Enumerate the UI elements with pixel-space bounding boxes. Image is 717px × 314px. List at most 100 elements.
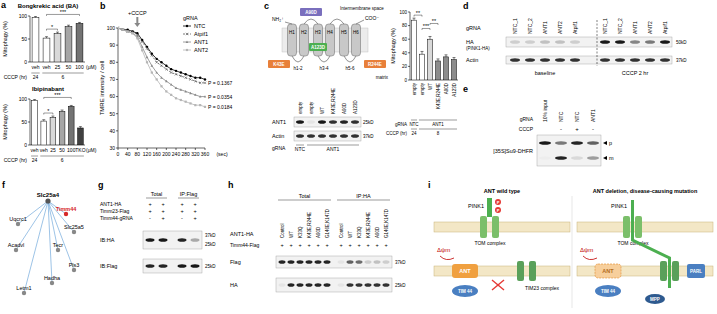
- error-line: [454, 58, 455, 60]
- blot-frame: [506, 37, 672, 47]
- tim44: [595, 285, 621, 297]
- c-term-label: COO⁻: [365, 15, 379, 21]
- point: [122, 28, 125, 30]
- sig-bracket: [43, 97, 44, 99]
- tim23-subunit: [672, 261, 679, 281]
- scheme-title: ANT deletion, disease-causing mutation: [593, 188, 698, 194]
- y-tick: [116, 62, 118, 63]
- ant-label: ANT: [602, 268, 614, 274]
- blot-frame: [276, 256, 392, 268]
- tim23-label: TIM23 complex: [525, 285, 560, 291]
- tom-label: TOM complex: [474, 240, 506, 246]
- lane-label: NTC_2: [617, 18, 623, 34]
- group-label: 24: [33, 74, 39, 80]
- point: [165, 68, 167, 70]
- blot-frame: [294, 131, 361, 141]
- group-label: NTC: [295, 146, 306, 152]
- band-label: p: [609, 140, 612, 146]
- y-tick: [116, 28, 118, 29]
- bar: [412, 20, 417, 80]
- point: [156, 78, 158, 80]
- significance: ***: [423, 23, 430, 29]
- lane-label: K33Q: [357, 226, 362, 238]
- ant-label: ANT: [459, 268, 471, 274]
- band: [555, 141, 567, 145]
- ant: [595, 264, 621, 278]
- band: [329, 134, 337, 138]
- y-axis: [118, 28, 119, 148]
- blot-frame: [537, 135, 601, 166]
- group-row-label: gRNA: [520, 116, 534, 122]
- error-bar: [56, 32, 59, 33]
- network-node-label: Pls3: [69, 262, 80, 268]
- band: [525, 40, 535, 44]
- arrow-shaft: [136, 17, 138, 24]
- x-tick: [147, 148, 148, 150]
- bar: [76, 23, 83, 62]
- lane-label: G146E,K147D: [325, 208, 330, 238]
- block-mark: [492, 280, 504, 290]
- y-tick: [408, 25, 410, 26]
- point: [199, 82, 201, 84]
- x-tick: [176, 148, 177, 150]
- sign: +: [280, 242, 283, 248]
- category-label: empty: [420, 82, 425, 95]
- legend-line: [183, 34, 191, 35]
- header: IP:Flag: [180, 191, 197, 197]
- y-tick: [28, 62, 30, 63]
- band: [146, 264, 155, 268]
- group-label: 6: [62, 74, 65, 80]
- lane-label: WT: [348, 231, 353, 238]
- helix-label: H6: [353, 30, 359, 35]
- x-tick-label: 80: [135, 151, 141, 157]
- parl-label: PARL: [690, 269, 702, 274]
- bar: [59, 111, 65, 145]
- band: [288, 260, 295, 264]
- mutation-box: [309, 43, 327, 51]
- point: [184, 90, 187, 92]
- helix-label: H4: [327, 30, 333, 35]
- group-label: NTC: [409, 122, 419, 127]
- band: [279, 260, 286, 264]
- sign: +: [366, 242, 369, 248]
- error-line: [80, 127, 81, 128]
- lane-label: Atpif1: [572, 21, 578, 34]
- significance: ***: [60, 9, 67, 15]
- band: [191, 264, 200, 268]
- y-tick: [408, 12, 410, 13]
- network-edge: [48, 201, 52, 283]
- category-label: K43E,R244E: [436, 83, 441, 109]
- bars: [32, 16, 83, 62]
- group-label: 24: [32, 157, 38, 163]
- band: [159, 238, 168, 242]
- significance: **: [416, 10, 421, 16]
- tom-subunit: [635, 216, 642, 238]
- significance: *: [51, 24, 54, 30]
- bar: [32, 100, 38, 145]
- band: [383, 283, 390, 287]
- point: [189, 78, 191, 80]
- point: [184, 73, 186, 75]
- divider: [572, 196, 573, 308]
- phospho-label: P: [497, 208, 500, 213]
- point: [165, 65, 167, 67]
- bar: [444, 57, 449, 80]
- lane-label: NTC_1: [512, 18, 518, 34]
- band: [555, 40, 565, 44]
- size-marker: 50kD: [676, 40, 687, 45]
- group-label: 24: [411, 131, 417, 136]
- y-tick-label: 50: [21, 119, 27, 125]
- point: [155, 61, 157, 63]
- pink1-label: PINK1: [611, 203, 627, 209]
- y-tick: [28, 122, 30, 123]
- point: [189, 92, 192, 94]
- band: [159, 264, 168, 268]
- point: [155, 71, 158, 73]
- y-tick-label: 0: [404, 78, 407, 83]
- group-line: [419, 129, 457, 130]
- sign: +: [289, 242, 292, 248]
- error-bar: [421, 51, 424, 54]
- error-line: [430, 36, 431, 39]
- error-cap: [67, 25, 70, 26]
- point: [199, 95, 202, 97]
